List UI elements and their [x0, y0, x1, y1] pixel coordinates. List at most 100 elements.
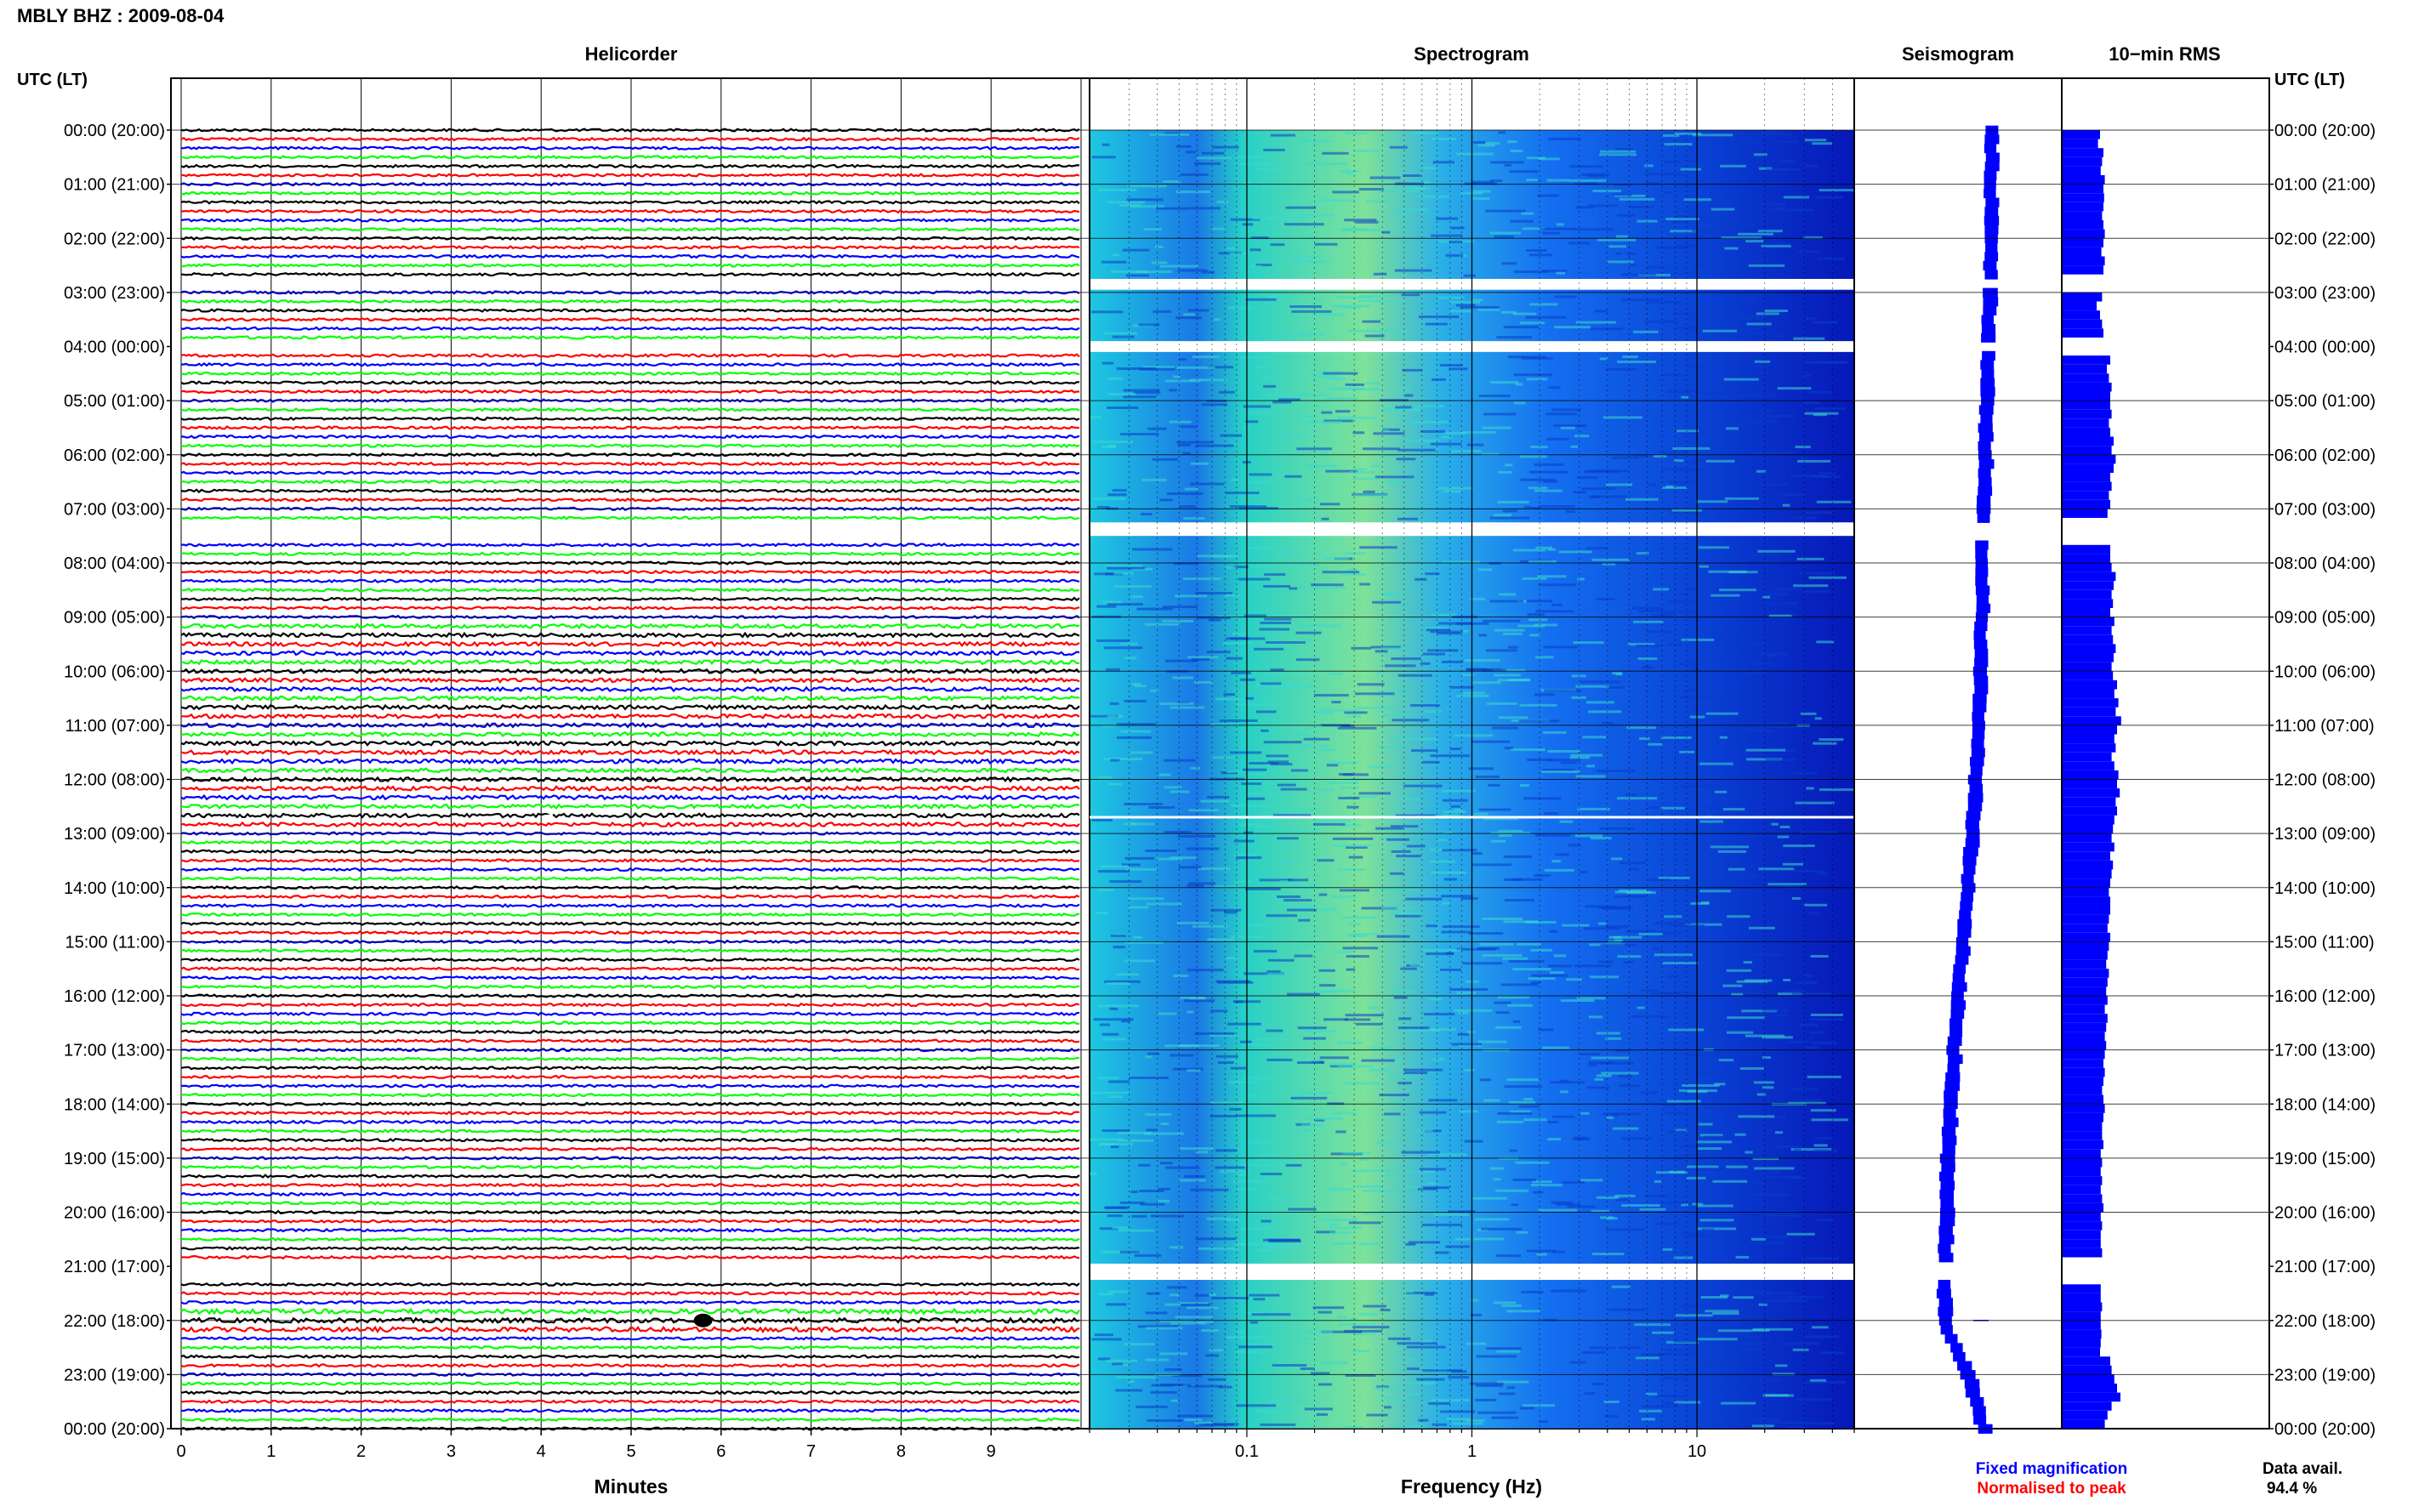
spectrogram-texture — [1547, 750, 1580, 753]
spectrogram-texture — [1547, 759, 1580, 762]
spectrogram-texture — [1476, 1355, 1517, 1358]
spectrogram-texture — [1522, 227, 1545, 230]
spectrogram-texture — [1662, 373, 1683, 377]
spectrogram-texture — [1419, 1168, 1447, 1171]
spectrogram-texture — [1753, 1242, 1784, 1245]
seismogram-sample — [1983, 297, 1999, 307]
spectrogram-texture — [1327, 781, 1359, 784]
minute-tick-label: 1 — [266, 1442, 276, 1461]
spectrogram-texture — [1348, 1221, 1381, 1225]
spectrogram-texture — [1260, 622, 1291, 624]
spectrogram-texture — [1803, 164, 1819, 168]
spectrogram-texture — [1738, 232, 1773, 236]
spectrogram-texture — [1409, 187, 1426, 190]
spectrogram-texture — [1505, 463, 1513, 467]
spectrogram-texture — [1439, 364, 1463, 367]
spectrogram-texture — [1329, 1231, 1352, 1235]
seismogram-frame — [1853, 77, 2063, 1430]
spectrogram-texture — [1413, 132, 1438, 135]
spectrogram-texture — [1404, 737, 1437, 741]
spectrogram-texture — [1598, 922, 1607, 925]
spectrogram-texture — [1483, 1099, 1500, 1102]
spectrogram-texture — [1244, 1311, 1264, 1315]
spectrogram-texture — [1662, 134, 1680, 137]
spectrogram-texture — [1245, 547, 1271, 549]
panel-title-spectrogram: Spectrogram — [1414, 43, 1529, 65]
spectrogram-texture — [1786, 1295, 1824, 1299]
spectrogram-texture — [1694, 263, 1709, 266]
spectrogram-texture — [1613, 193, 1633, 196]
spectrogram-texture — [1390, 1075, 1414, 1078]
spectrogram-texture — [1477, 1411, 1517, 1414]
rms-bar — [2063, 1004, 2105, 1015]
hour-label-left: 06:00 (02:00) — [64, 446, 165, 465]
spectrogram-texture — [1216, 201, 1229, 203]
spectrogram-texture — [1340, 786, 1359, 789]
spectrogram-texture — [1539, 157, 1560, 161]
spectrogram-texture — [1338, 797, 1360, 799]
spectrogram-texture — [1620, 298, 1661, 302]
spectrogram-texture — [1379, 1094, 1409, 1097]
seismogram-sample — [1975, 549, 1988, 560]
spectrogram-texture — [1264, 573, 1286, 577]
right-margin-mask — [2382, 0, 2419, 1512]
spectrogram-texture — [1469, 597, 1486, 600]
spectrogram-texture — [1090, 714, 1118, 718]
spectrogram-texture — [1717, 1329, 1752, 1333]
spectrogram-texture — [1640, 989, 1659, 992]
spectrogram-texture — [1519, 321, 1545, 325]
spectrogram-texture — [1125, 274, 1149, 277]
rms-bar — [2063, 499, 2110, 509]
spectrogram-texture — [1580, 871, 1588, 874]
spectrogram-texture — [1293, 1128, 1312, 1132]
spectrogram-texture — [1526, 600, 1553, 603]
spectrogram-texture — [1478, 395, 1511, 397]
spectrogram-texture — [1634, 1323, 1671, 1327]
spectrogram-texture — [1228, 1081, 1260, 1084]
spectrogram-texture — [1406, 844, 1426, 848]
spectrogram-texture — [1757, 483, 1790, 486]
rms-bar — [2063, 824, 2114, 834]
spectrogram-texture — [1665, 1111, 1688, 1115]
spectrogram-texture — [1272, 685, 1313, 689]
helicorder-trace — [180, 767, 1080, 775]
spectrogram-texture — [1605, 925, 1628, 929]
spectrogram-texture — [1716, 515, 1741, 519]
spectrogram-texture — [1344, 1329, 1383, 1333]
spectrogram-texture — [1170, 706, 1205, 709]
spectrogram-texture — [1382, 713, 1407, 717]
spectrogram-texture — [1604, 1415, 1619, 1418]
spectrogram-texture — [1194, 1032, 1235, 1035]
spectrogram-texture — [1626, 253, 1636, 256]
spectrogram-texture — [1119, 1201, 1145, 1204]
spectrogram-texture — [1543, 480, 1557, 483]
spectrogram-texture — [1384, 1406, 1392, 1409]
spectrogram-texture — [1722, 1094, 1730, 1097]
spectrogram-texture — [1296, 447, 1332, 451]
spectrogram-texture — [1210, 756, 1235, 759]
spectrogram-texture — [1431, 234, 1463, 237]
helicorder-trace — [180, 1047, 1080, 1053]
seismogram-sample — [1955, 955, 1969, 965]
rms-bar — [2063, 644, 2116, 653]
spectrogram-texture — [1656, 246, 1688, 249]
spectrogram-texture — [1314, 694, 1349, 697]
spectrogram-texture — [1274, 1409, 1297, 1413]
spectrogram-texture — [1317, 199, 1357, 202]
spectrogram-texture — [1466, 443, 1484, 446]
rms-bar — [2063, 734, 2114, 744]
seismogram-sample — [1967, 802, 1983, 812]
spectrogram-texture — [1130, 1191, 1138, 1193]
spectrogram-texture — [1446, 952, 1454, 955]
hour-label-right: 09:00 (05:00) — [2274, 609, 2376, 628]
spectrogram-texture — [1097, 870, 1130, 873]
seismogram-sample — [1985, 152, 2000, 162]
spectrogram-texture — [1708, 570, 1747, 573]
rms-bar — [2063, 1320, 2101, 1330]
spectrogram-texture — [1195, 444, 1234, 447]
spectrogram-texture — [1110, 759, 1120, 762]
spectrogram-texture — [1187, 884, 1204, 888]
minute-tick-label: 0 — [176, 1442, 185, 1461]
seismogram-sample — [1953, 1351, 1966, 1362]
spectrogram-texture — [1639, 737, 1650, 740]
